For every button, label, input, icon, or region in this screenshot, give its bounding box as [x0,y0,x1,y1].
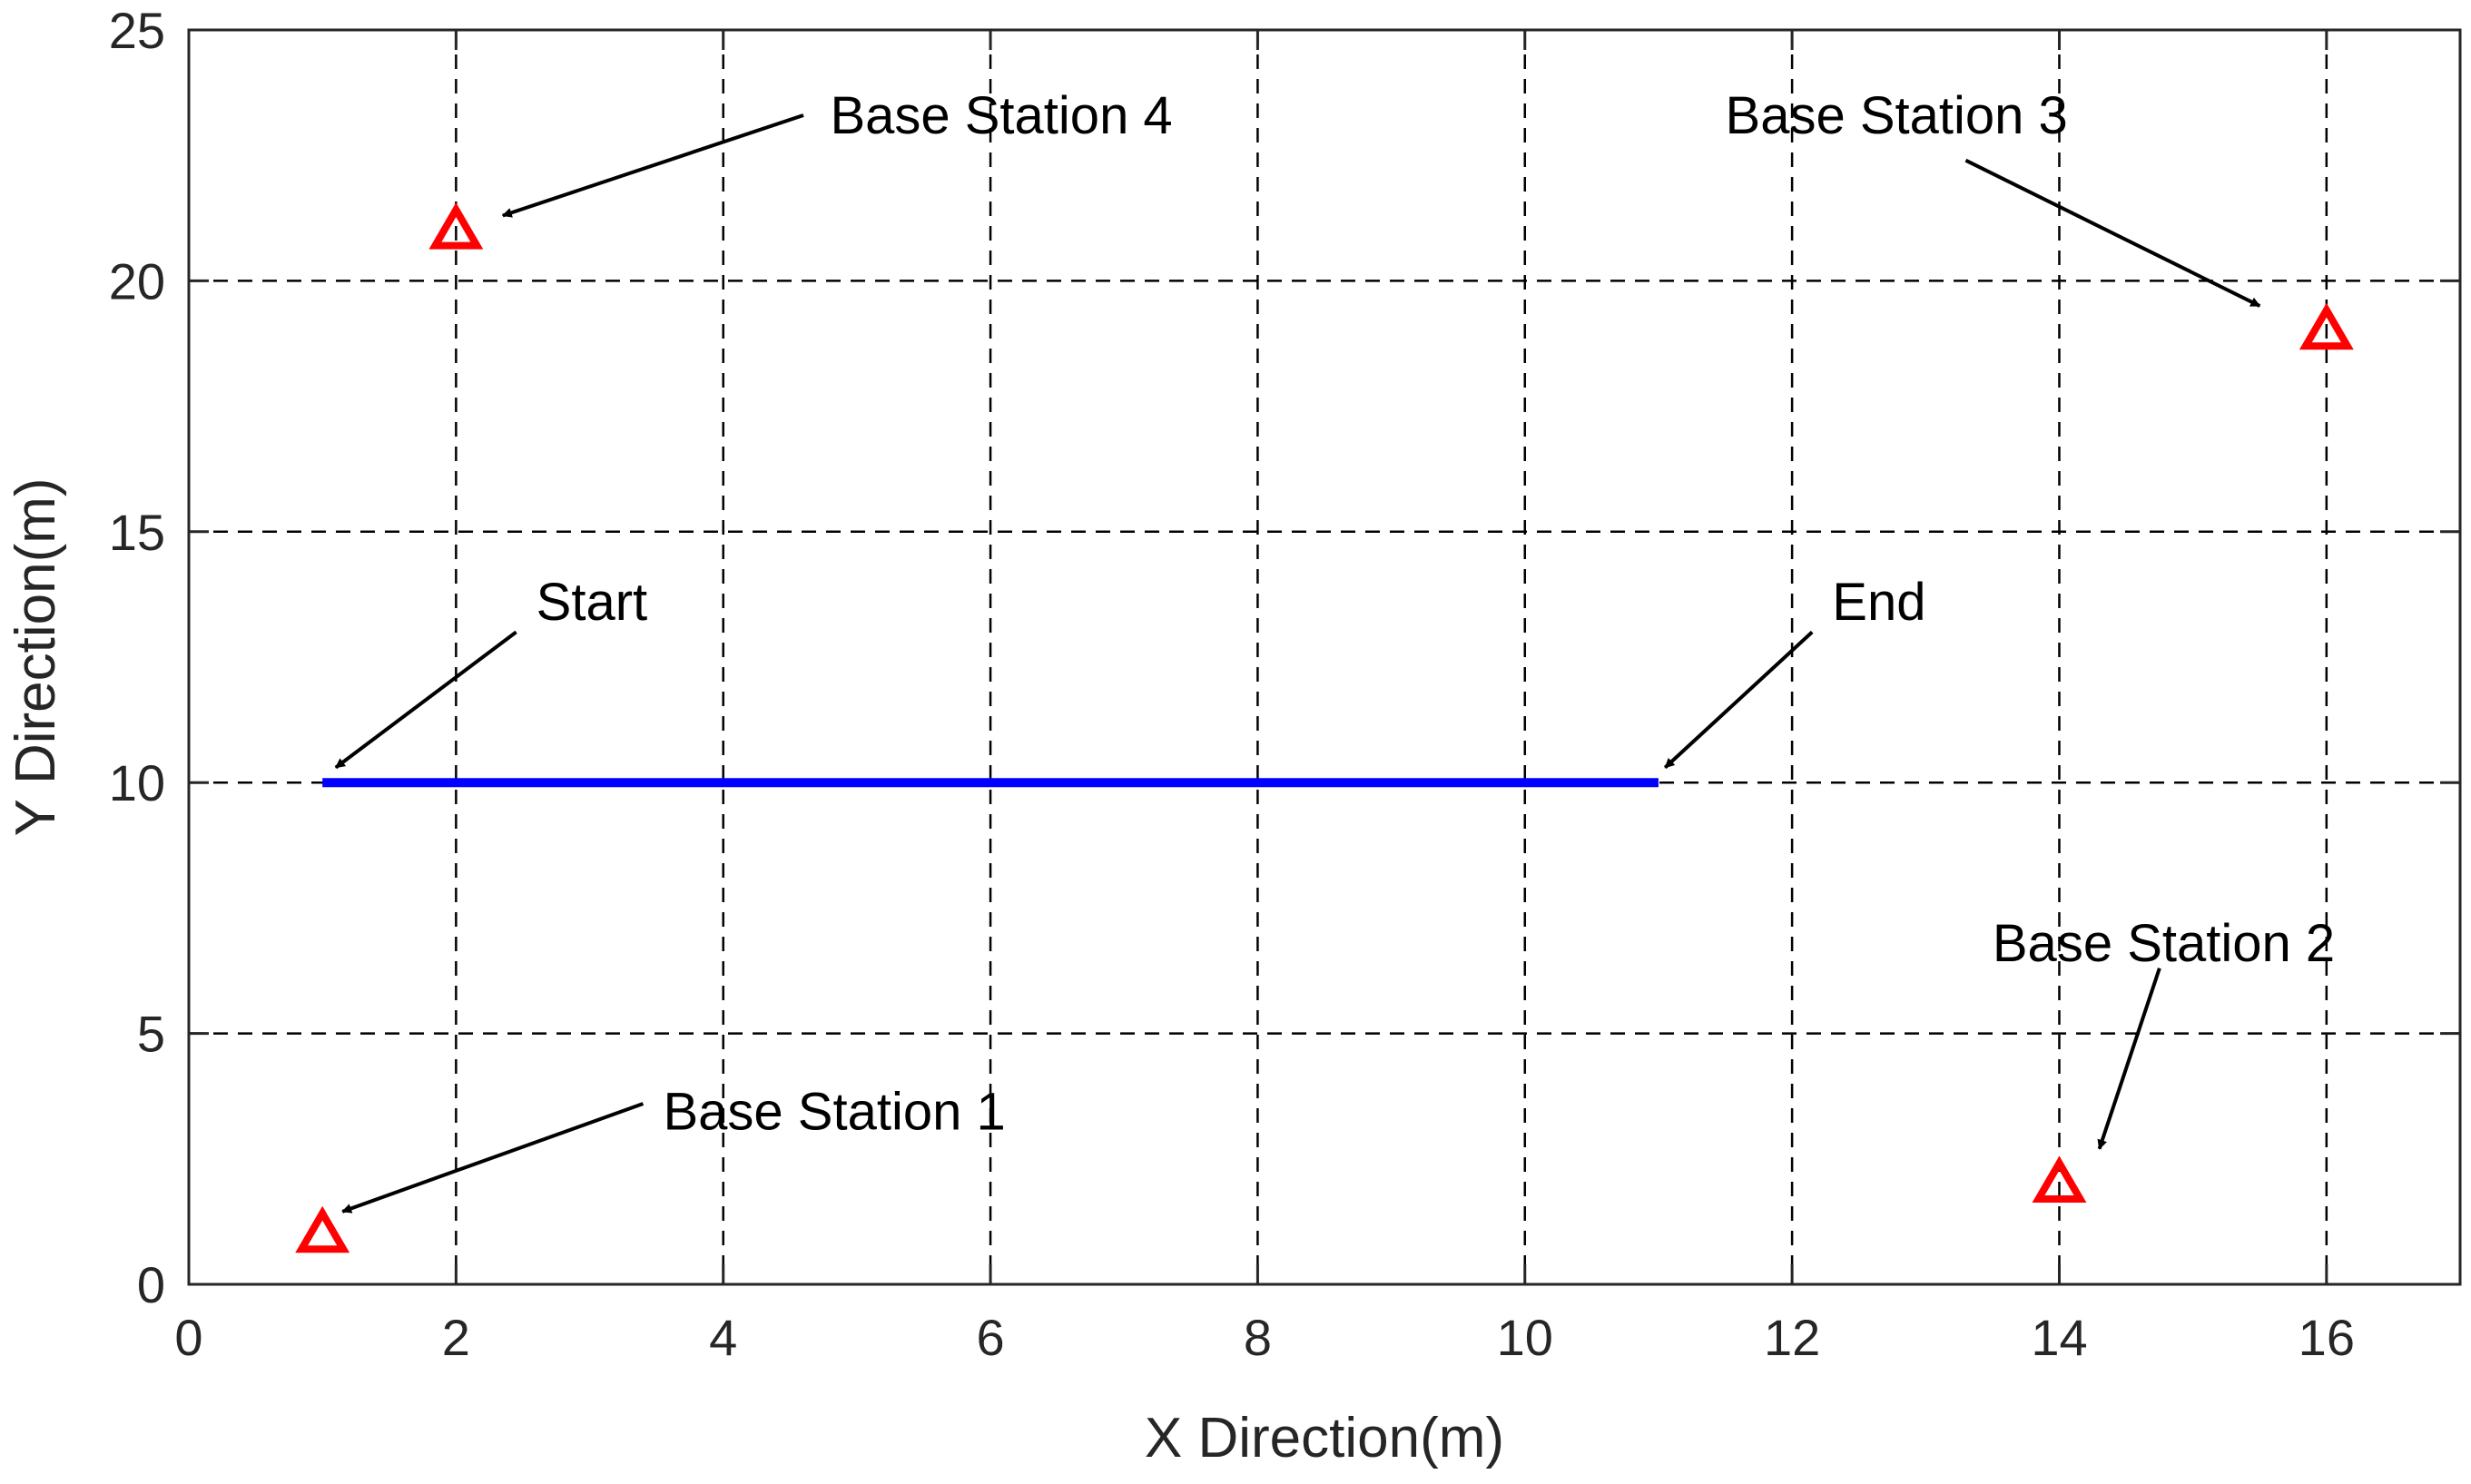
x-tick-label: 4 [709,1309,737,1366]
y-tick-label: 15 [109,504,165,561]
annotation-arrow [1964,158,2261,308]
annotation-label: Base Station 1 [663,1082,1005,1141]
annotation-arrow [2097,968,2161,1150]
plot-frame [187,28,2462,1286]
annotation-arrow [341,1102,645,1214]
x-tick-label: 6 [976,1309,1004,1366]
annotation-arrow [334,630,517,770]
x-tick-label: 8 [1244,1309,1272,1366]
y-axis-label: Y Direction(m) [5,477,67,836]
x-tick-label: 12 [1764,1309,1820,1366]
x-tick-label: 2 [442,1309,470,1366]
base-station-series [295,202,2354,1253]
y-tick-label: 20 [109,252,165,310]
base-station-marker-1 [295,1205,350,1253]
x-tick-label: 0 [174,1309,202,1366]
x-axis-label: X Direction(m) [1145,1407,1504,1469]
grid [189,30,2460,1284]
annotation-label: Base Station 3 [1726,86,2068,145]
x-tick-label: 14 [2031,1309,2087,1366]
y-tick-label: 10 [109,754,165,811]
x-tick-label: 10 [1497,1309,1553,1366]
annotation-arrow [501,113,804,218]
plot-area [189,30,2460,1284]
x-tick-label: 16 [2299,1309,2355,1366]
y-tick-label: 0 [137,1256,165,1313]
annotation-label: Base Station 2 [1993,914,2335,973]
base-station-marker-3 [2299,302,2354,350]
base-station-marker-4 [428,202,484,250]
annotation-label: End [1832,573,1925,632]
annotation-arrow [1663,630,1814,770]
y-tick-label: 5 [137,1006,165,1063]
annotation-label: Start [537,573,648,632]
y-tick-label: 25 [109,2,165,59]
base-station-marker-2 [2032,1155,2087,1203]
annotations: Base Station 4 Base Station 3 Start End Base… [334,86,2335,1214]
annotation-label: Base Station 4 [830,86,1172,145]
axis-ticks: 0 2 4 6 8 10 12 14 16 0 5 10 15 20 25 [109,2,2460,1366]
